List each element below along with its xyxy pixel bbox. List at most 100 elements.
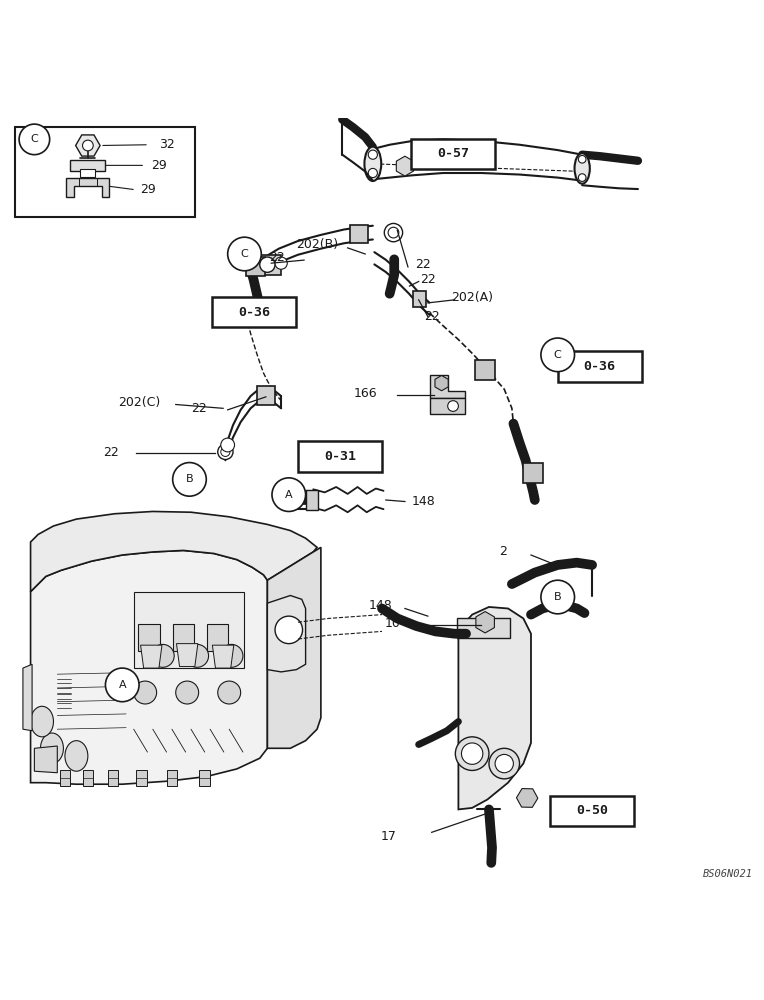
Text: 22: 22 (416, 258, 431, 271)
Text: C: C (31, 134, 38, 144)
Circle shape (578, 174, 586, 181)
FancyBboxPatch shape (413, 291, 426, 307)
Polygon shape (267, 547, 321, 748)
Circle shape (275, 257, 287, 269)
Circle shape (186, 644, 209, 667)
Text: 0-31: 0-31 (324, 450, 356, 463)
Polygon shape (212, 645, 234, 668)
Ellipse shape (364, 147, 381, 181)
Text: C: C (241, 249, 248, 259)
Circle shape (272, 478, 306, 511)
Circle shape (19, 124, 50, 155)
FancyBboxPatch shape (83, 770, 93, 786)
Ellipse shape (31, 706, 53, 737)
Text: 29: 29 (151, 159, 167, 172)
Circle shape (134, 681, 157, 704)
Text: 148: 148 (412, 495, 436, 508)
FancyBboxPatch shape (246, 257, 265, 276)
Text: BS06N021: BS06N021 (703, 869, 753, 879)
Text: 166: 166 (354, 387, 377, 400)
FancyBboxPatch shape (134, 592, 244, 668)
Circle shape (388, 227, 399, 238)
FancyBboxPatch shape (457, 618, 510, 638)
Circle shape (260, 257, 275, 272)
Circle shape (461, 743, 483, 764)
Text: 17: 17 (380, 830, 396, 843)
Circle shape (218, 681, 241, 704)
Circle shape (541, 580, 575, 614)
FancyBboxPatch shape (475, 360, 495, 380)
FancyBboxPatch shape (136, 770, 147, 786)
Text: 32: 32 (159, 138, 175, 151)
Polygon shape (176, 644, 198, 667)
Circle shape (228, 237, 261, 271)
Polygon shape (430, 398, 465, 414)
Circle shape (275, 616, 303, 644)
Polygon shape (141, 645, 162, 668)
Text: 0-50: 0-50 (576, 804, 608, 817)
Circle shape (173, 463, 206, 496)
Circle shape (455, 737, 489, 770)
Polygon shape (31, 550, 267, 784)
Text: B: B (186, 474, 193, 484)
FancyBboxPatch shape (60, 770, 70, 786)
Text: 22: 22 (269, 251, 284, 264)
FancyBboxPatch shape (167, 770, 177, 786)
FancyBboxPatch shape (523, 463, 543, 483)
Text: A: A (118, 680, 126, 690)
Circle shape (83, 140, 93, 151)
FancyBboxPatch shape (298, 441, 382, 472)
FancyBboxPatch shape (173, 624, 194, 651)
Circle shape (489, 748, 520, 779)
Text: B: B (554, 592, 562, 602)
Text: 22: 22 (424, 310, 439, 323)
Circle shape (221, 438, 235, 452)
FancyBboxPatch shape (411, 139, 495, 169)
Text: 10: 10 (385, 617, 400, 630)
Text: 0-36: 0-36 (584, 360, 616, 373)
Text: 202(B): 202(B) (296, 238, 338, 251)
FancyBboxPatch shape (212, 297, 296, 327)
Circle shape (151, 644, 174, 667)
FancyBboxPatch shape (108, 770, 118, 786)
FancyBboxPatch shape (15, 127, 195, 217)
FancyBboxPatch shape (306, 490, 318, 510)
Text: 0-36: 0-36 (238, 306, 270, 319)
FancyBboxPatch shape (199, 770, 210, 786)
FancyBboxPatch shape (257, 386, 275, 404)
Text: 0-57: 0-57 (437, 147, 469, 160)
Text: 2: 2 (499, 545, 507, 558)
Circle shape (220, 644, 243, 667)
Circle shape (448, 401, 458, 411)
Polygon shape (458, 607, 531, 809)
Polygon shape (430, 375, 465, 398)
FancyBboxPatch shape (80, 169, 96, 177)
Circle shape (176, 681, 199, 704)
Ellipse shape (65, 741, 88, 771)
Ellipse shape (575, 153, 590, 184)
Text: 29: 29 (140, 183, 156, 196)
Circle shape (368, 168, 377, 178)
Text: 22: 22 (103, 446, 118, 459)
Circle shape (541, 338, 575, 372)
Polygon shape (66, 178, 109, 197)
Circle shape (221, 447, 230, 456)
Circle shape (368, 150, 377, 159)
FancyBboxPatch shape (550, 796, 634, 826)
FancyBboxPatch shape (350, 225, 368, 243)
Polygon shape (267, 595, 306, 672)
Circle shape (495, 754, 513, 773)
FancyBboxPatch shape (558, 351, 642, 382)
Text: 22: 22 (420, 273, 435, 286)
Text: 22: 22 (191, 402, 206, 415)
Circle shape (578, 155, 586, 163)
FancyBboxPatch shape (70, 160, 105, 171)
Text: 202(A): 202(A) (452, 291, 493, 304)
Polygon shape (31, 511, 317, 592)
Circle shape (384, 223, 403, 242)
Text: 202(C): 202(C) (118, 396, 160, 409)
FancyBboxPatch shape (207, 624, 228, 651)
Polygon shape (34, 746, 57, 773)
FancyBboxPatch shape (261, 255, 281, 275)
Text: C: C (554, 350, 562, 360)
